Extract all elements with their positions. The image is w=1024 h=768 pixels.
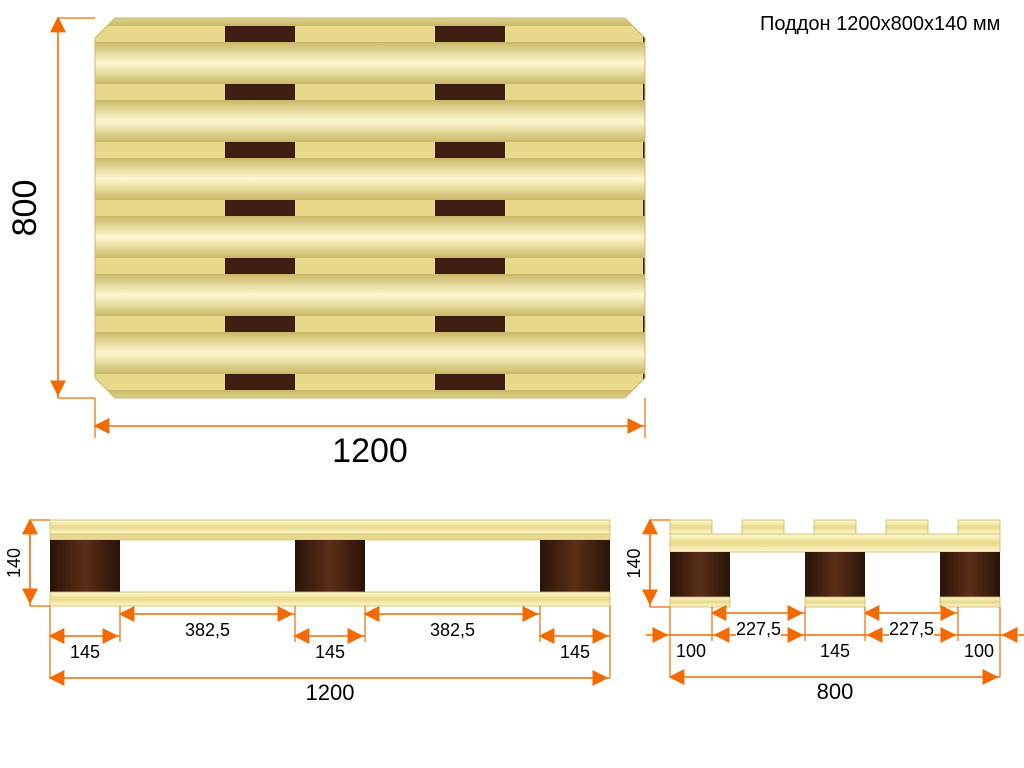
deck-slat (95, 158, 645, 200)
deck-slat (95, 100, 645, 142)
support-block (50, 540, 120, 592)
dimension-label: 140 (4, 548, 24, 578)
support-block (540, 540, 610, 592)
dimension-label: 145 (315, 642, 345, 662)
dimension-label: 227,5 (736, 619, 781, 639)
deck-slat (95, 0, 645, 26)
dimension-label: 800 (817, 679, 854, 704)
dim-height-label: 800 (6, 180, 44, 237)
stringer-peek (643, 84, 713, 100)
stringer-peek (643, 258, 713, 274)
stringer-peek (435, 200, 505, 216)
stringer-peek (643, 374, 713, 390)
drawing-title: Поддон 1200х800х140 мм (760, 13, 1000, 35)
bottom-cap (940, 597, 1000, 607)
stringer-peek (435, 258, 505, 274)
dimension-label: 100 (964, 641, 994, 661)
support-block (805, 552, 865, 597)
deck-cap (886, 520, 928, 534)
pallet-front-view (50, 520, 610, 606)
stringer-peek (225, 84, 295, 100)
support-block (940, 552, 1000, 597)
stringer-peek (643, 142, 713, 158)
dimension-label: 145 (560, 642, 590, 662)
deck-cap (742, 520, 784, 534)
stringer-peek (643, 316, 713, 332)
bottom-cap (670, 597, 730, 607)
bottom-deck (50, 592, 610, 606)
stringer-peek (435, 142, 505, 158)
dimension-label: 1200 (306, 680, 355, 705)
deck-cap (814, 520, 856, 534)
stringer-peek (435, 316, 505, 332)
dimension-label: 145 (820, 641, 850, 661)
stringer-peek (225, 316, 295, 332)
dimension-label: 140 (624, 548, 644, 578)
stringer-board (670, 534, 1000, 552)
stringer-peek (435, 26, 505, 42)
deck-slat (95, 332, 645, 374)
stringer-peek (435, 84, 505, 100)
dimension-label: 382,5 (185, 620, 230, 640)
bottom-cap (805, 597, 865, 607)
deck-cap (958, 520, 1000, 534)
top-deck (50, 520, 610, 534)
pallet-top-view (95, 0, 713, 432)
dimension-label: 227,5 (889, 619, 934, 639)
pallet-technical-drawing: Поддон 1200х800х140 мм 800 1200 140 145 382… (0, 0, 1024, 768)
dimension-label: 145 (70, 642, 100, 662)
deck-slat (95, 42, 645, 84)
deck-slat (95, 216, 645, 258)
stringer-peek (225, 258, 295, 274)
deck-cap (670, 520, 712, 534)
support-block (670, 552, 730, 597)
stringer-peek (225, 26, 295, 42)
deck-slat (95, 274, 645, 316)
support-block (295, 540, 365, 592)
stringer-peek (643, 26, 713, 42)
stringer-peek (225, 200, 295, 216)
stringer-peek (435, 374, 505, 390)
dimension-label: 100 (676, 641, 706, 661)
dimension-label: 382,5 (430, 620, 475, 640)
pallet-side-view (670, 520, 1000, 607)
stringer-peek (643, 200, 713, 216)
stringer-peek (225, 374, 295, 390)
dim-width-label: 1200 (332, 432, 408, 470)
stringer-peek (225, 142, 295, 158)
